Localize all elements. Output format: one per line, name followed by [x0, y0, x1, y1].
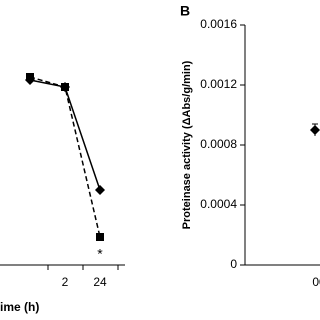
panel-label: B	[180, 3, 190, 19]
series-line	[29, 79, 101, 191]
annotation: *	[97, 246, 103, 262]
marker	[310, 125, 320, 135]
y-tick-label: 0.0012	[200, 77, 237, 91]
y-tick-label: 0.0004	[200, 197, 237, 211]
y-tick-label: 0.0016	[200, 17, 237, 31]
y-axis-label: Proteinase activity (ΔAbs/g/min)	[181, 60, 193, 229]
marker	[61, 83, 69, 91]
marker	[96, 233, 104, 241]
x-axis-label: ime (h)	[0, 300, 39, 314]
x-tick-label: 24	[93, 275, 107, 289]
y-tick-label: 0.0008	[200, 137, 237, 151]
y-tick-label: 0	[230, 257, 237, 271]
marker	[26, 73, 34, 81]
x-tick-label: 2	[62, 275, 69, 289]
marker	[95, 185, 105, 195]
x-tick-label: 00	[312, 275, 320, 289]
